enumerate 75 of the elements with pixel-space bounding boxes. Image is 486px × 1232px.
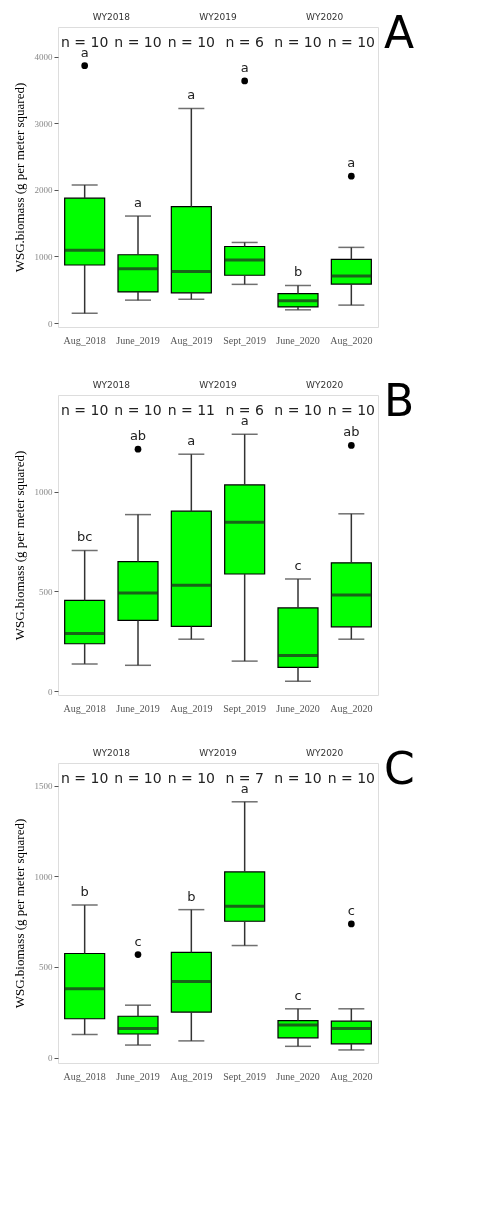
x-tick-label: June_2019	[116, 1070, 160, 1082]
y-tick-label: 1000	[34, 871, 53, 882]
chart-title: A	[384, 7, 415, 58]
y-tick-label: 0	[48, 1053, 53, 1064]
text: WY2018	[92, 380, 131, 390]
x-tick-label: Aug_2018	[63, 334, 106, 346]
annotation: c	[294, 987, 302, 1003]
annotation: a	[187, 433, 196, 449]
annotation: n = 10	[167, 34, 215, 50]
y-tick-label: 2000	[34, 185, 53, 196]
annotation: n = 10	[274, 402, 322, 418]
annotation: a	[240, 59, 249, 75]
annotation: n = 10	[327, 34, 375, 50]
annotation: n = 10	[61, 770, 109, 786]
annotation: b	[80, 884, 89, 900]
annotation: n = 10	[114, 770, 162, 786]
annotation: b	[293, 264, 303, 280]
x-tick-label: June_2020	[276, 1070, 320, 1082]
annotation: ab	[343, 424, 360, 440]
annotation: ab	[129, 428, 147, 444]
x-tick-label: Aug_2018	[63, 1070, 106, 1082]
y-axis-title: WSG.biomass (g per meter squared)	[11, 818, 27, 1009]
x-tick-label: June_2020	[276, 702, 320, 714]
text: WY2019	[199, 12, 237, 22]
text: WY2019	[199, 748, 237, 758]
annotation: c	[347, 902, 355, 918]
annotation: c	[294, 557, 302, 573]
y-tick-label: 500	[39, 586, 53, 597]
x-tick-label: Aug_2020	[330, 1070, 373, 1082]
text: WY2020	[306, 380, 344, 390]
annotation: b	[187, 888, 196, 904]
annotation: n = 10	[327, 402, 375, 418]
annotation: a	[134, 195, 142, 211]
y-tick-label: 0	[48, 686, 53, 697]
text: WY2018	[92, 12, 131, 22]
annotation: n = 11	[167, 402, 215, 418]
text: WY2020	[306, 748, 344, 758]
y-tick-label: 1000	[34, 487, 53, 498]
y-tick-label: 1500	[34, 781, 53, 792]
y-axis-title: WSG.biomass (g per meter squared)	[11, 450, 27, 641]
annotation: bc	[76, 529, 93, 545]
x-tick-label: Sept_2019	[223, 1070, 267, 1082]
y-tick-label: 3000	[34, 118, 53, 129]
y-tick-label: 1000	[34, 251, 53, 262]
annotation: a	[347, 155, 356, 171]
annotation: n = 10	[167, 770, 215, 786]
text: WY2020	[306, 12, 344, 22]
x-tick-label: Aug_2019	[170, 702, 213, 714]
y-tick-label: 4000	[34, 52, 53, 63]
annotation: n = 10	[114, 34, 162, 50]
chart-title: C	[384, 743, 415, 794]
y-axis-title: WSG.biomass (g per meter squared)	[11, 82, 27, 273]
x-tick-label: Sept_2019	[223, 334, 267, 346]
x-tick-label: Aug_2018	[63, 702, 106, 714]
x-tick-label: Aug_2020	[330, 334, 373, 346]
text: WY2019	[199, 380, 237, 390]
x-tick-label: June_2020	[276, 334, 320, 346]
chart-title: B	[384, 375, 415, 426]
x-tick-label: Aug_2020	[330, 702, 373, 714]
x-tick-label: June_2019	[116, 702, 160, 714]
x-tick-label: Aug_2019	[170, 1070, 213, 1082]
y-tick-label: 0	[48, 318, 53, 329]
text: WY2018	[92, 748, 131, 758]
annotation: c	[134, 933, 142, 949]
annotation: n = 10	[327, 770, 375, 786]
annotation: n = 10	[274, 770, 322, 786]
annotation: n = 10	[274, 34, 322, 50]
annotation: a	[187, 87, 196, 103]
x-tick-label: Sept_2019	[223, 702, 267, 714]
annotation: n = 10	[61, 402, 109, 418]
x-tick-label: Aug_2019	[170, 334, 213, 346]
x-tick-label: June_2019	[116, 334, 160, 346]
annotation: n = 6	[225, 34, 264, 50]
annotation: n = 10	[114, 402, 162, 418]
y-tick-label: 500	[39, 962, 53, 973]
